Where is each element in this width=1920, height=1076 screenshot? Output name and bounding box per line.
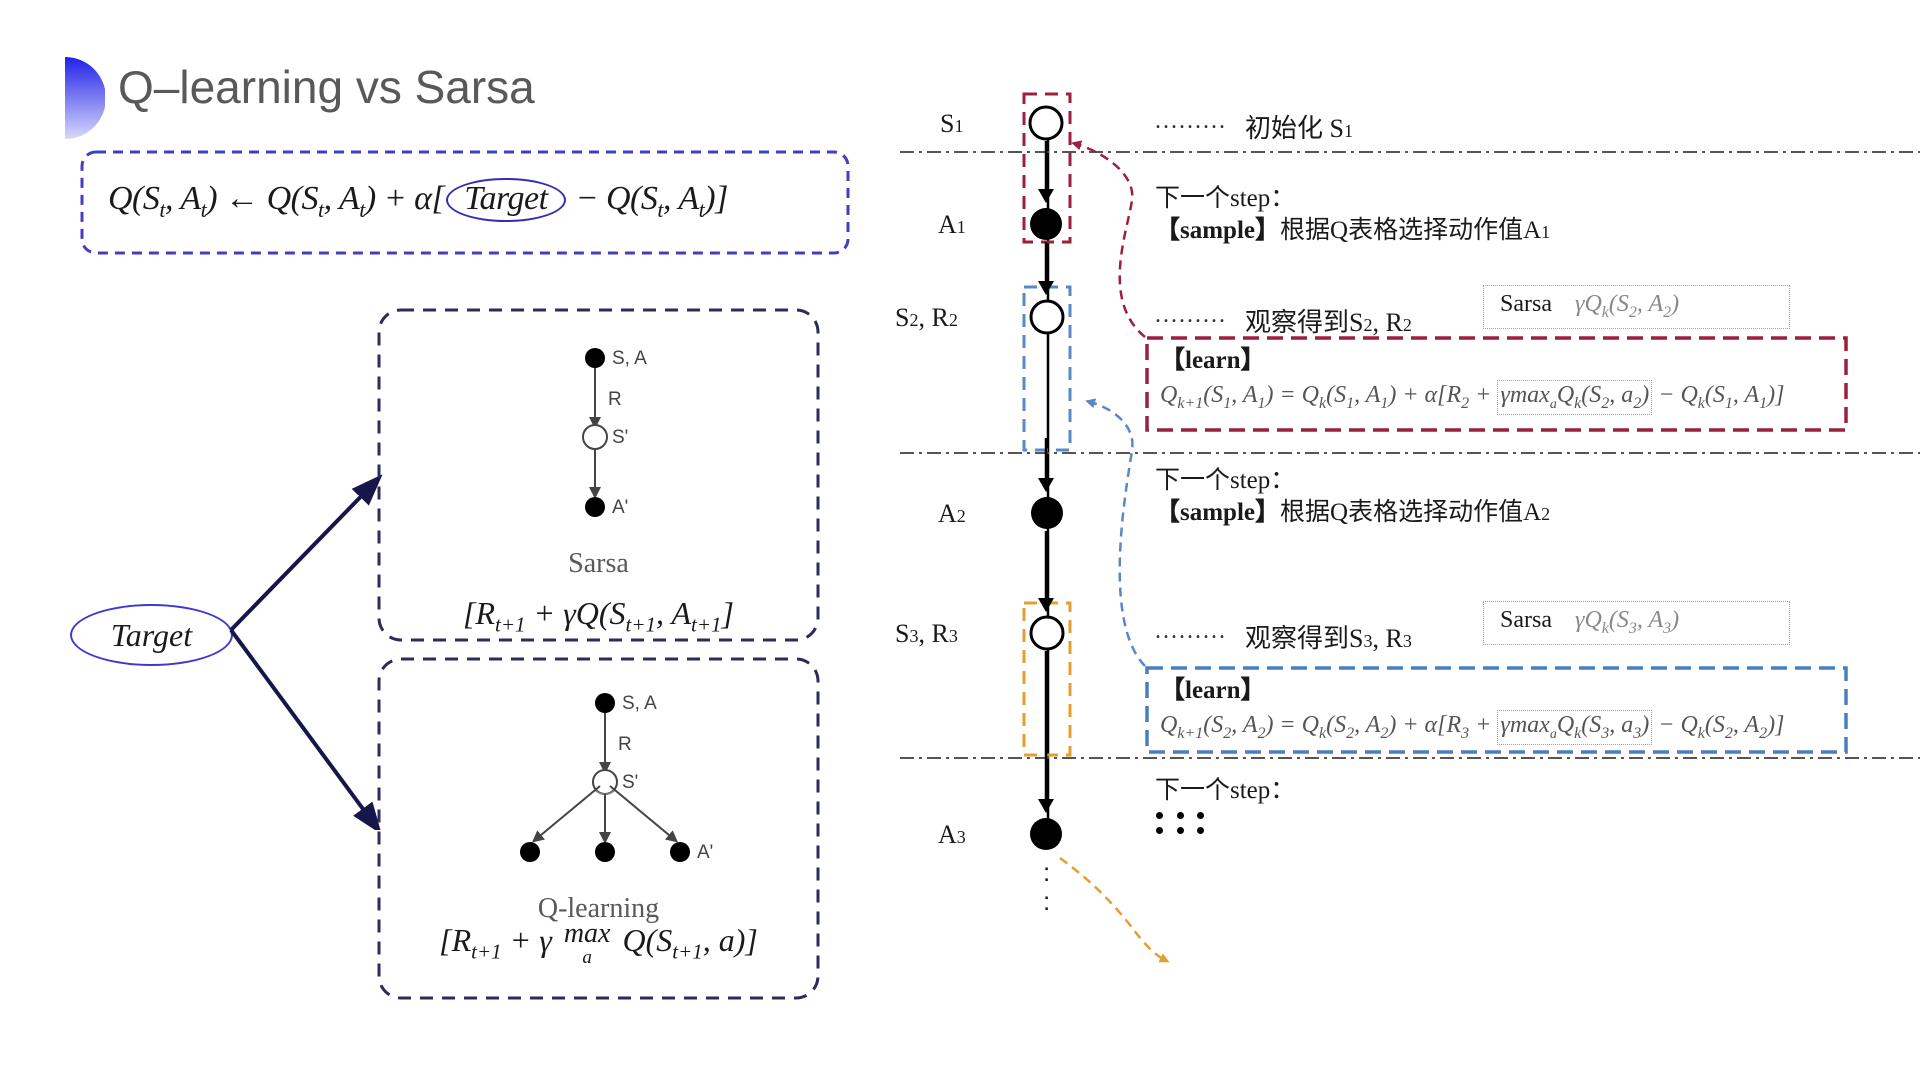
- svg-text:S': S': [612, 427, 628, 448]
- svg-text:S, A: S, A: [612, 348, 647, 369]
- svg-text:A': A': [697, 842, 713, 863]
- svg-text:R: R: [608, 389, 622, 410]
- svg-text:R: R: [618, 734, 632, 755]
- svg-text:S': S': [622, 772, 638, 793]
- svg-text:S, A: S, A: [622, 693, 657, 714]
- svg-text:A': A': [612, 497, 628, 518]
